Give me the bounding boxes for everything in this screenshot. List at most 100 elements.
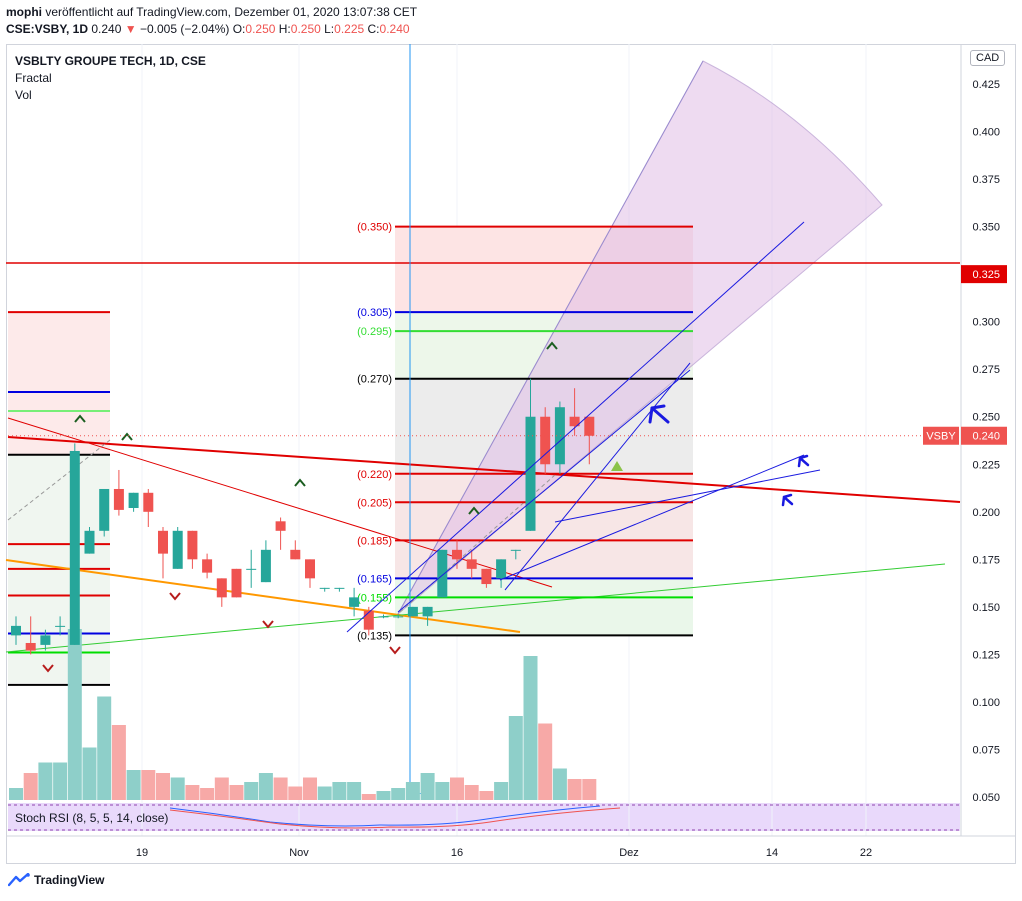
y-tick-label: 0.275 xyxy=(972,364,1000,376)
y-tick-label: 0.150 xyxy=(972,602,1000,614)
volume-bar xyxy=(303,777,317,800)
x-tick-label: 19 xyxy=(136,847,148,859)
stoch-rsi-pane xyxy=(8,803,960,831)
fractal-legend[interactable]: Fractal xyxy=(15,71,52,85)
blue-trendline xyxy=(397,369,691,613)
volume-bar xyxy=(126,770,141,800)
stoch-rsi-label[interactable]: Stoch RSI (8, 5, 5, 14, close) xyxy=(15,811,169,825)
volume-bar xyxy=(258,773,273,800)
fractal-up-icon xyxy=(294,478,306,487)
y-tick-label: 0.050 xyxy=(972,792,1000,804)
volume-bar xyxy=(317,786,332,800)
symbol-tag-label: VSBY xyxy=(926,431,956,443)
volume-bar xyxy=(450,777,464,800)
author-name[interactable]: mophi xyxy=(6,5,42,19)
x-tick-label: 22 xyxy=(860,847,872,859)
symbol-label: CSE:VSBY, 1D xyxy=(6,22,89,36)
tradingview-logo-icon xyxy=(8,873,30,887)
volume-bar xyxy=(552,768,567,800)
candle-body xyxy=(69,450,80,645)
y-tick-label: 0.075 xyxy=(972,744,1000,756)
fractal-up-icon xyxy=(546,341,558,350)
high-value: 0.250 xyxy=(290,22,321,36)
candle-body xyxy=(99,488,110,531)
candle-body xyxy=(260,549,271,583)
candle-body xyxy=(584,416,595,436)
candle-body xyxy=(143,492,154,512)
fractal-down-icon xyxy=(42,664,54,673)
candle-body xyxy=(84,530,95,554)
fib-label: (0.155) xyxy=(357,592,392,604)
candle-body xyxy=(11,625,21,636)
candle-body xyxy=(540,416,551,465)
blue-trendline xyxy=(554,469,821,523)
volume-bar xyxy=(405,782,420,800)
chart-title: VSBLTY GROUPE TECH, 1D, CSE xyxy=(15,54,206,68)
volume-bar xyxy=(494,782,509,800)
low-value: 0.225 xyxy=(334,22,365,36)
y-tick-label: 0.175 xyxy=(972,554,1000,566)
annotation-arrow-icon xyxy=(781,493,794,507)
candle-body xyxy=(55,625,66,627)
last-price: 0.240 xyxy=(91,22,125,36)
volume-bar xyxy=(582,779,597,800)
volume-bar xyxy=(538,723,553,800)
volume-bar xyxy=(479,791,494,800)
candle-body xyxy=(554,407,565,465)
currency-button[interactable]: CAD xyxy=(970,50,1006,66)
volume-bar xyxy=(420,773,435,800)
candle-body xyxy=(569,416,580,427)
signal-triangle-icon xyxy=(611,461,623,471)
green-trendline xyxy=(5,563,946,653)
volume-bar xyxy=(523,656,538,800)
volume-bar xyxy=(53,762,68,800)
fractal-up-icon xyxy=(74,414,86,423)
stoch-k-line xyxy=(169,805,601,827)
annotation-arrow-icon xyxy=(648,404,670,424)
volume-legend[interactable]: Vol xyxy=(15,88,32,102)
fib-label: (0.135) xyxy=(357,630,392,642)
volume-bar xyxy=(9,788,23,800)
volume-bar xyxy=(391,788,406,800)
fractal-down-icon xyxy=(169,592,181,601)
y-tick-label: 0.400 xyxy=(972,127,1000,139)
publish-date: veröffentlicht auf TradingView.com, Deze… xyxy=(42,5,418,19)
volume-bar xyxy=(332,782,347,800)
x-tick-label: Nov xyxy=(289,847,309,859)
hline-price-tag xyxy=(961,265,1007,284)
volume-bar xyxy=(435,782,450,800)
candle-body xyxy=(466,559,477,569)
fib-label: (0.165) xyxy=(357,573,392,585)
price-change: −0.005 (−2.04%) xyxy=(136,22,230,36)
fractal-down-icon xyxy=(262,620,274,629)
volume-bar xyxy=(111,725,126,800)
footer-brand[interactable]: TradingView xyxy=(8,873,104,887)
y-tick-label: 0.425 xyxy=(972,79,1000,91)
volume-bar xyxy=(376,791,391,800)
gann-fan-sector xyxy=(397,60,883,615)
volume-bar xyxy=(288,786,303,800)
candle-body xyxy=(510,549,521,551)
fractal-down-icon xyxy=(389,646,401,655)
candle-body xyxy=(246,568,257,570)
stoch-d-line xyxy=(169,807,621,829)
fan-edge-upper xyxy=(397,60,704,615)
fractal-up-icon xyxy=(121,432,133,441)
y-tick-label: 0.125 xyxy=(972,649,1000,661)
candle-body xyxy=(290,549,301,560)
x-tick-label: Dez xyxy=(619,847,639,859)
ohlc-header: CSE:VSBY, 1D 0.240 ▼ −0.005 (−2.04%) O:0… xyxy=(6,22,410,36)
tradingview-brand-text: TradingView xyxy=(34,873,105,887)
fib-label: (0.305) xyxy=(357,307,392,319)
candle-body xyxy=(422,606,433,617)
candle-body xyxy=(437,549,448,598)
candle-body xyxy=(525,416,536,531)
y-tick-label: 0.200 xyxy=(972,507,1000,519)
last-price-tag xyxy=(961,426,1007,445)
volume-bar xyxy=(464,785,479,800)
volume-bar xyxy=(508,716,523,800)
candle-body xyxy=(452,549,462,560)
volume-bar xyxy=(567,779,582,800)
close-label: C: xyxy=(364,22,380,36)
